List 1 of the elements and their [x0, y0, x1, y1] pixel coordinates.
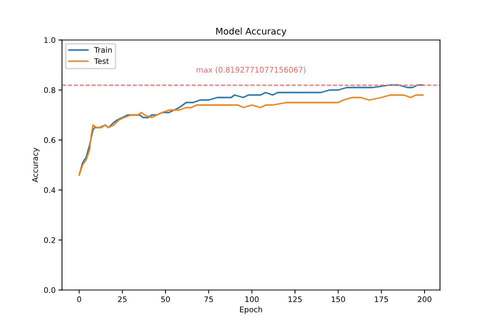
chart-title: Model Accuracy [216, 28, 286, 36]
